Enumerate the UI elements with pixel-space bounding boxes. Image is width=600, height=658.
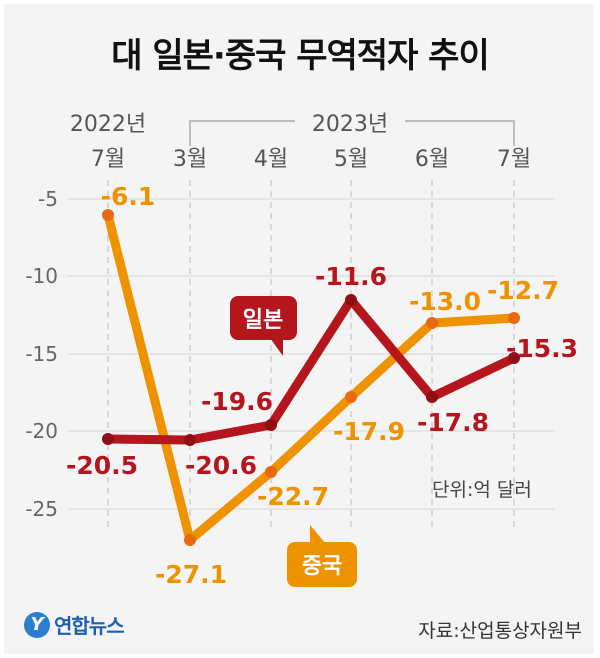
japan-labels: -20.5 -20.6 -19.6 -11.6 -17.8 -15.3 xyxy=(66,262,578,480)
unit-label: 단위:억 달러 xyxy=(432,479,532,501)
data-label: -17.9 xyxy=(333,417,405,446)
year-2023-bracket xyxy=(189,120,515,146)
china-legend-callout: 중국 xyxy=(287,525,357,587)
source-label: 자료:산업통상자원부 xyxy=(418,620,582,642)
x-tick: 7월 xyxy=(497,147,531,172)
data-label: -22.7 xyxy=(257,482,329,511)
japan-series-line xyxy=(103,295,519,445)
data-label: -12.7 xyxy=(487,276,559,305)
japan-legend-callout: 일본 xyxy=(230,296,297,356)
data-label: -19.6 xyxy=(201,387,273,416)
x-tick: 4월 xyxy=(254,147,288,172)
data-label: -11.6 xyxy=(315,262,387,291)
x-tick: 6월 xyxy=(415,147,449,172)
yonhap-logo: Y 연합뉴스 xyxy=(24,610,125,639)
japan-points xyxy=(102,294,520,446)
y-tick: -25 xyxy=(25,497,58,521)
yonhap-logo-text: 연합뉴스 xyxy=(54,614,125,638)
y-tick: -15 xyxy=(25,342,58,366)
data-label: -20.5 xyxy=(66,451,138,480)
data-label: -15.3 xyxy=(506,334,578,363)
data-label: -6.1 xyxy=(101,182,156,211)
data-label: -27.1 xyxy=(155,560,227,589)
year-2023-label: 2023년 xyxy=(312,112,388,137)
gridlines xyxy=(68,198,555,510)
x-tick: 3월 xyxy=(173,147,207,172)
x-tick: 5월 xyxy=(334,147,368,172)
china-series-line xyxy=(103,210,519,545)
china-points xyxy=(102,209,520,546)
y-tick: -20 xyxy=(25,419,58,443)
japan-legend-label: 일본 xyxy=(243,308,283,333)
y-axis: -5 -10 -15 -20 -25 xyxy=(25,187,58,521)
y-tick: -5 xyxy=(38,187,58,211)
year-2022-label: 2022년 xyxy=(70,112,146,137)
china-legend-label: 중국 xyxy=(302,554,342,579)
data-label: -20.6 xyxy=(185,451,257,480)
data-label: -17.8 xyxy=(417,408,489,437)
x-axis: 7월 3월 4월 5월 6월 7월 xyxy=(91,147,531,172)
chart-title: 대 일본·중국 무역적자 추이 xyxy=(111,36,490,76)
y-tick: -10 xyxy=(25,264,58,288)
china-labels: -6.1 -27.1 -22.7 -17.9 -13.0 -12.7 xyxy=(101,182,559,589)
yonhap-logo-icon: Y xyxy=(24,611,50,638)
x-tick: 7월 xyxy=(91,147,125,172)
data-label: -13.0 xyxy=(409,287,481,316)
